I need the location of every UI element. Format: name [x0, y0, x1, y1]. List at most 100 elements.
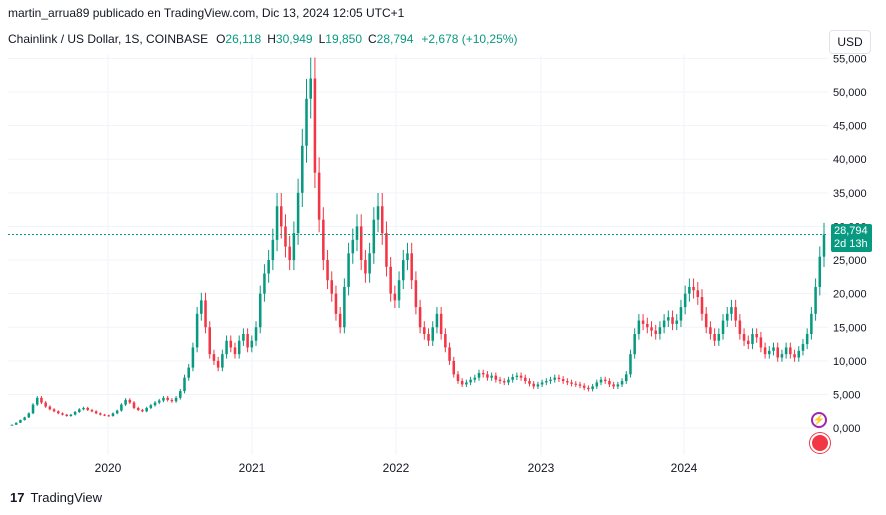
candle-body [759, 337, 763, 348]
candle [359, 214, 363, 271]
flag-event-icon[interactable] [810, 433, 830, 453]
candle-body [216, 360, 220, 368]
candle-body [191, 347, 195, 368]
symbol-name[interactable]: Chainlink / US Dollar, 1S, COINBASE [8, 32, 209, 46]
symbol-legend: Chainlink / US Dollar, 1S, COINBASE O 26,… [8, 32, 517, 46]
candle-body [511, 377, 514, 380]
candle-body [646, 323, 649, 328]
candle-body [435, 313, 439, 328]
candle [402, 249, 405, 290]
candle [427, 328, 430, 346]
candle [721, 314, 725, 340]
candle [65, 413, 68, 417]
candle [805, 328, 809, 350]
candle [82, 406, 85, 411]
candle-body [242, 333, 245, 341]
candle [599, 376, 603, 386]
candle-body [359, 226, 363, 261]
candle [456, 371, 460, 384]
candle-body [515, 375, 519, 378]
candle-body [730, 307, 733, 314]
candle [187, 363, 190, 381]
footer-brand: TradingView [30, 490, 103, 505]
candle [696, 282, 700, 305]
candle-body [574, 383, 578, 385]
candle [364, 249, 367, 283]
candle [242, 328, 245, 346]
candle-body [502, 381, 506, 383]
candle-body [599, 379, 603, 383]
candle [452, 356, 456, 378]
candle [460, 378, 464, 388]
candle-body [153, 402, 157, 406]
candle-body [650, 327, 653, 331]
candle [591, 383, 594, 392]
candle-body [595, 382, 599, 387]
candle [216, 356, 220, 372]
candle [582, 383, 586, 391]
candle-body [27, 413, 31, 418]
candle [44, 401, 47, 408]
candle [730, 299, 733, 321]
candle-body [410, 253, 413, 281]
candle [772, 342, 775, 356]
candle [136, 406, 140, 412]
candle [431, 321, 434, 346]
candle-body [658, 327, 662, 334]
candle-body [797, 350, 801, 358]
candle-body [810, 313, 813, 334]
candle [141, 408, 144, 413]
candle [204, 292, 207, 334]
candle-body [406, 253, 409, 261]
candle-body [326, 260, 329, 281]
candle [507, 376, 510, 386]
candle [536, 381, 540, 389]
candles [10, 57, 826, 426]
candle-body [317, 172, 321, 220]
candle [511, 373, 514, 383]
lightning-event-icon[interactable]: ⚡ [811, 412, 827, 428]
candle [86, 406, 89, 412]
candle [263, 264, 266, 302]
candle-body [431, 327, 434, 341]
close-value: 28,794 [376, 32, 414, 46]
candle-body [481, 372, 485, 375]
candle [292, 221, 296, 271]
candle-body [115, 410, 119, 414]
candle-body [587, 387, 590, 390]
candle-body [313, 78, 317, 173]
candle-body [591, 386, 594, 390]
x-tick-label: 2024 [671, 461, 698, 475]
candle-body [414, 280, 418, 308]
candle-body [65, 414, 68, 417]
candle-body [183, 377, 186, 392]
candle-body [35, 397, 39, 405]
candle-body [364, 260, 367, 274]
candle-body [709, 327, 712, 334]
candle [620, 378, 624, 388]
candle [40, 396, 43, 405]
candle-body [629, 354, 632, 375]
x-tick-label: 2021 [239, 461, 266, 475]
candle [469, 376, 472, 386]
candle [120, 403, 123, 412]
candle-body [822, 234, 826, 257]
candle-body [14, 422, 18, 425]
y-tick-label: 15,000 [833, 322, 867, 334]
currency-button[interactable]: USD [829, 30, 871, 54]
candle-body [23, 417, 26, 421]
candle [822, 222, 826, 267]
candle-body [696, 290, 700, 298]
candle-body [229, 340, 233, 348]
candle-body [124, 399, 127, 405]
candle-body [200, 300, 203, 314]
candle-body [818, 256, 822, 287]
candle-body [170, 399, 174, 402]
candle-body [162, 397, 165, 401]
candle [90, 408, 94, 413]
candle [683, 285, 687, 315]
candle [448, 342, 451, 365]
candle-body [322, 219, 325, 261]
candle [658, 321, 662, 340]
